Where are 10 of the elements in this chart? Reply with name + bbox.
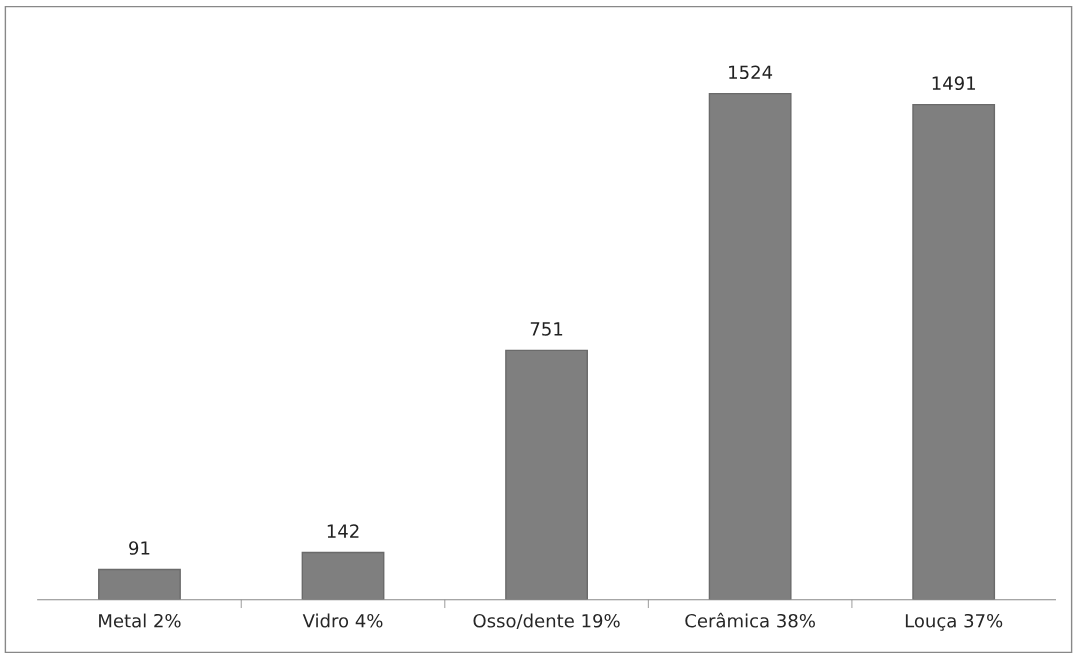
data-label: 142 <box>327 524 359 538</box>
x-tick-label: Louça 37% <box>905 613 1003 631</box>
x-tick-label: Cerâmica 38% <box>685 612 815 628</box>
x-tick-label: Metal 2% <box>99 613 181 628</box>
x-tick-label: Osso/dente 19% <box>473 613 620 629</box>
data-label: 91 <box>129 541 150 555</box>
data-label: 1491 <box>932 76 975 91</box>
data-label: 1524 <box>729 65 773 80</box>
data-label: 751 <box>530 322 563 336</box>
x-tick-label: Vidro 4% <box>302 613 383 628</box>
